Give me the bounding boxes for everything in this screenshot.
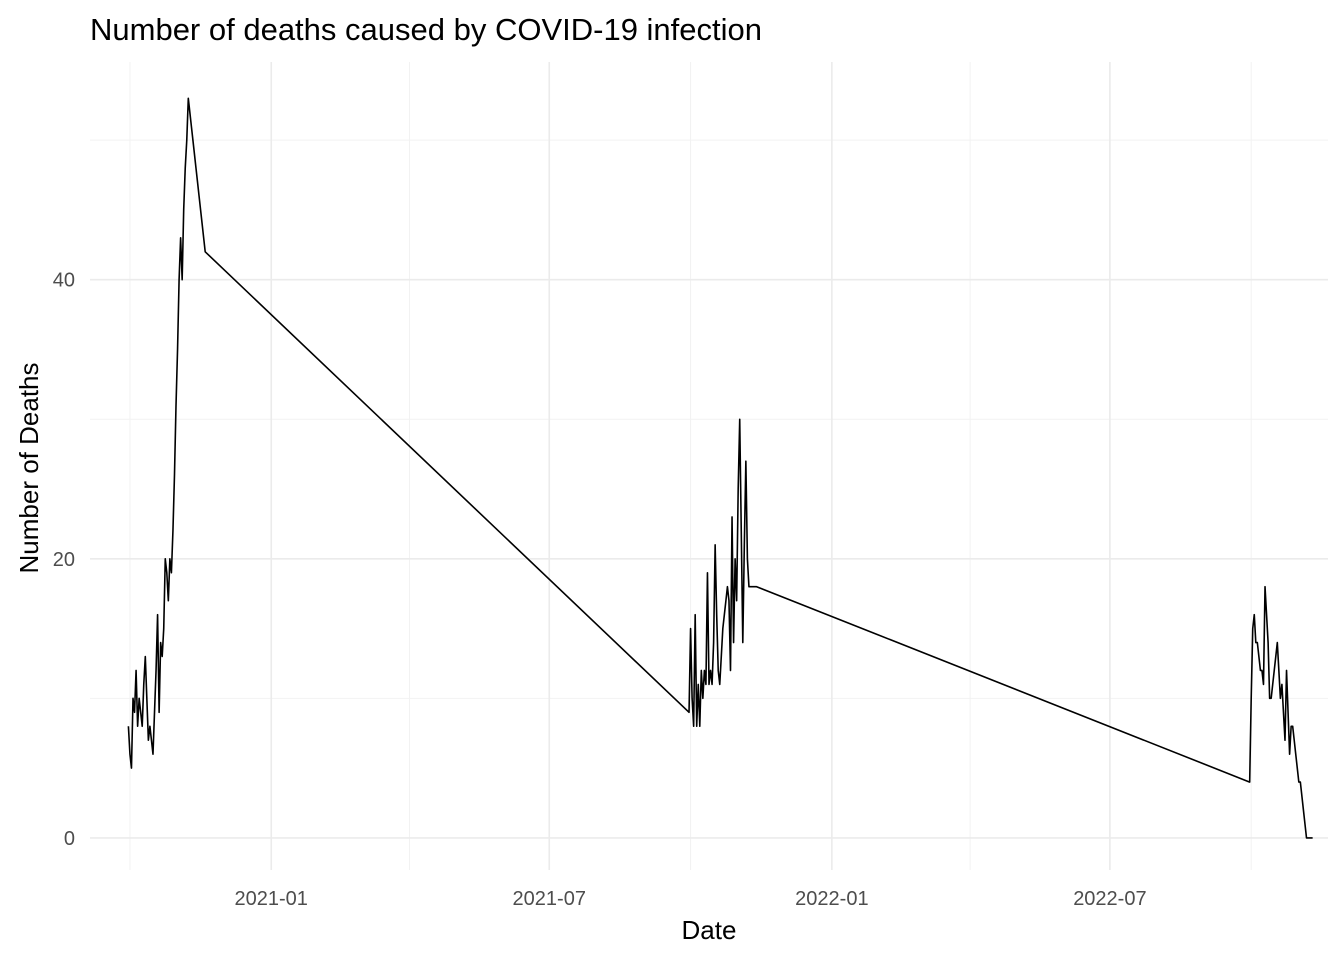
series-line-deaths	[127, 97, 1313, 839]
x-axis-tick-labels: 2021-01 2021-07 2022-01 2022-07	[235, 888, 1147, 910]
x-tick-label: 2022-07	[1073, 888, 1146, 910]
y-axis-tick-labels: 0 20 40	[53, 270, 75, 850]
x-tick-label: 2022-01	[795, 888, 868, 910]
x-tick-label: 2021-01	[235, 888, 308, 910]
y-tick-label: 20	[53, 549, 75, 571]
y-tick-label: 40	[53, 270, 75, 292]
x-tick-label: 2021-07	[513, 888, 586, 910]
y-tick-label: 0	[64, 828, 75, 850]
x-axis-title: Date	[682, 915, 737, 945]
major-gridlines	[90, 62, 1328, 870]
chart-title: Number of deaths caused by COVID-19 infe…	[90, 12, 762, 47]
minor-gridlines	[90, 62, 1328, 870]
y-axis-title: Number of Deaths	[14, 363, 44, 574]
